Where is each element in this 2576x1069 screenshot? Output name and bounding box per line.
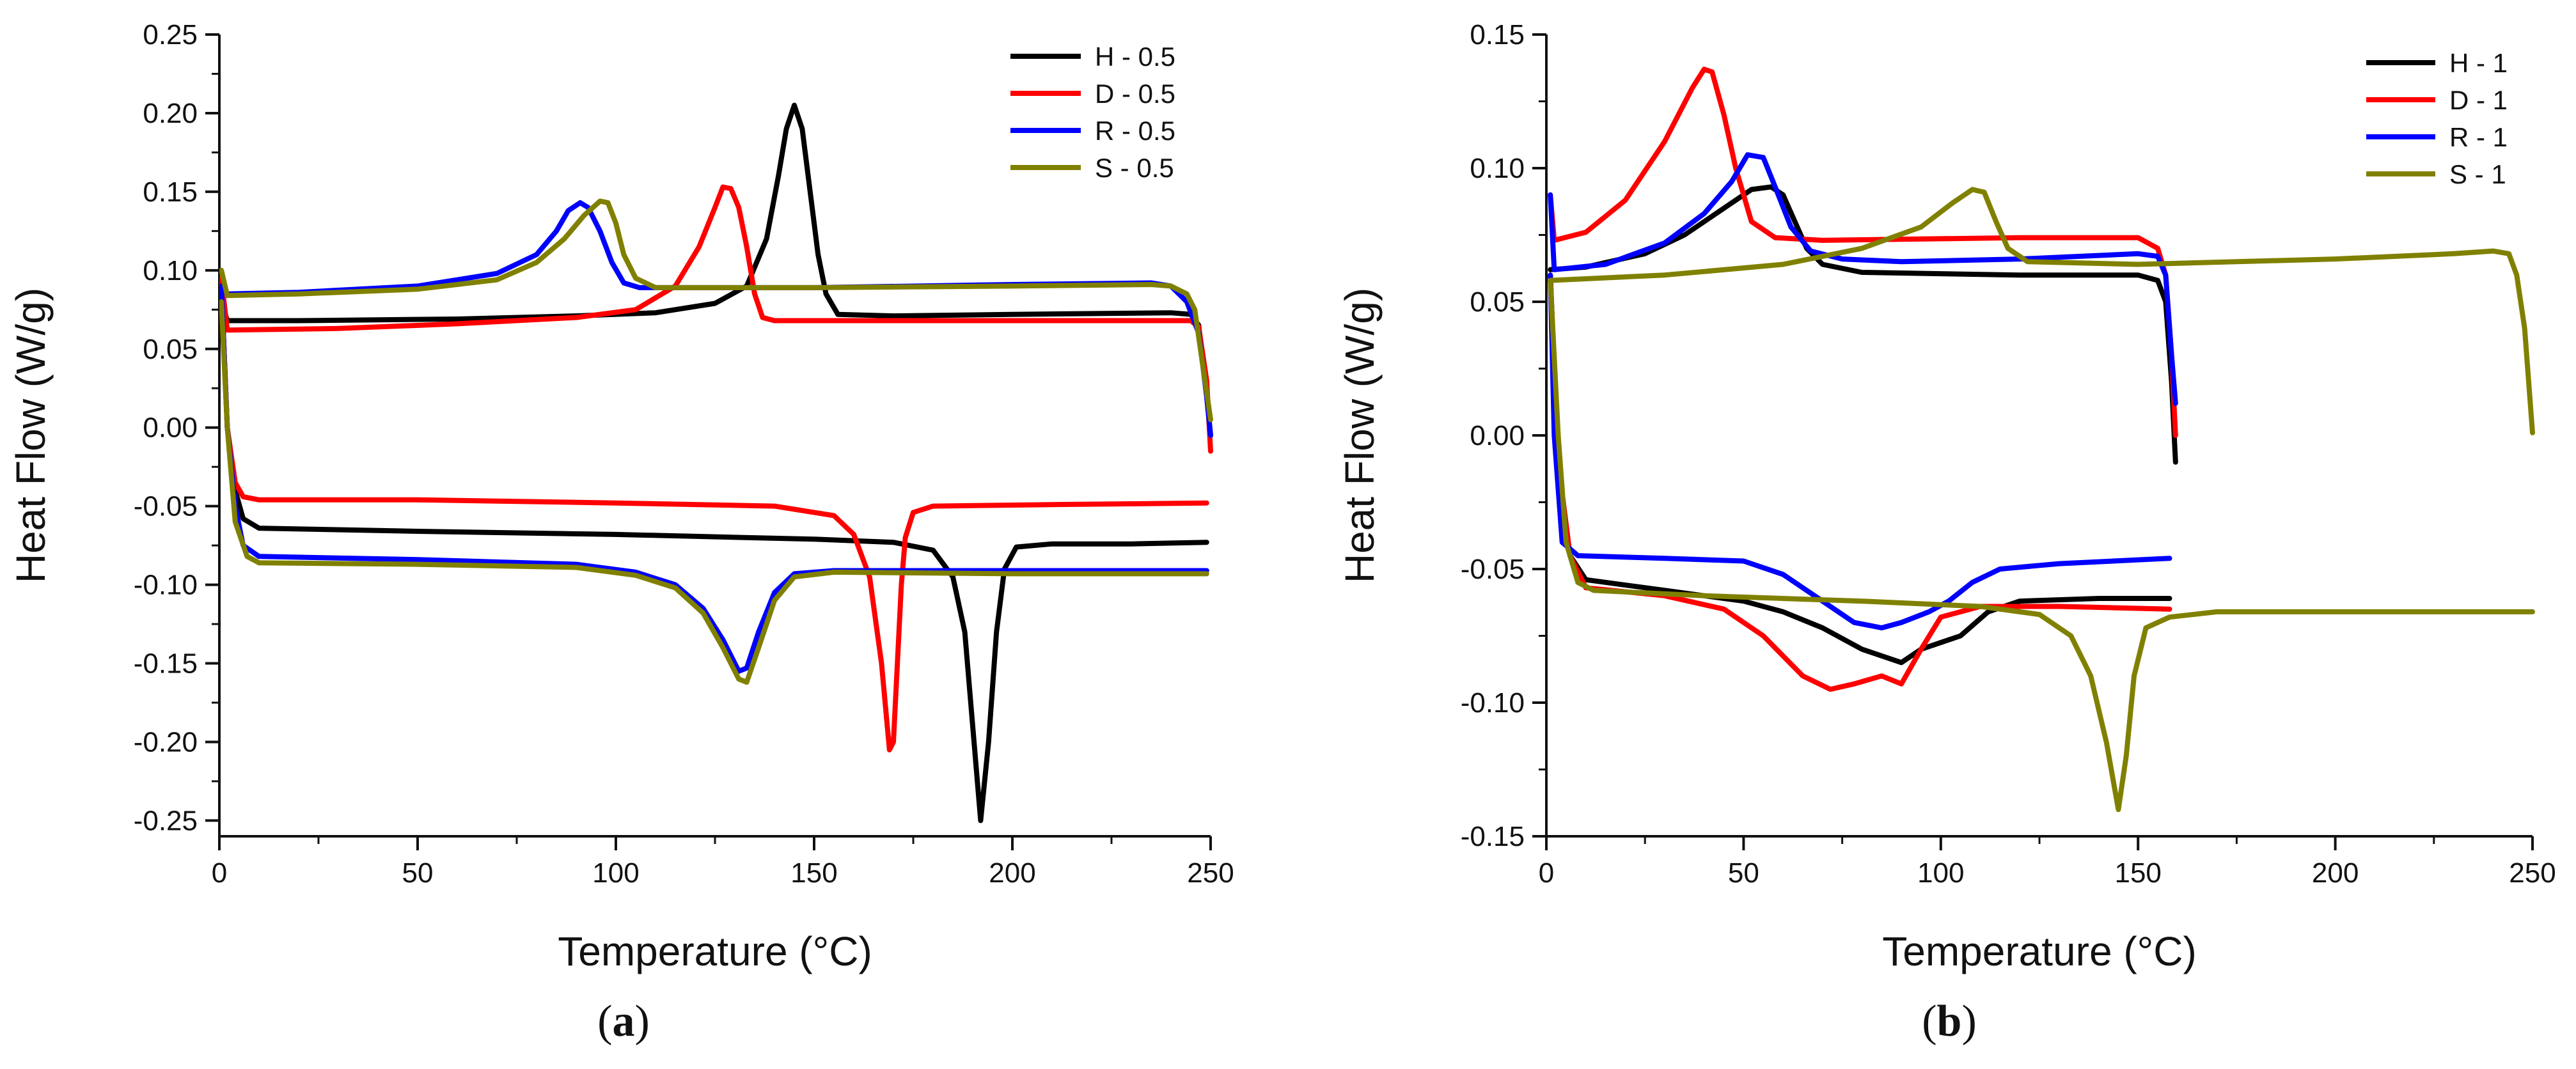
y-tick-label: 0.25 <box>143 19 198 51</box>
y-tick-label: 0.15 <box>143 176 198 208</box>
legend-label: R - 1 <box>2449 122 2508 152</box>
series-line-s-1-heating <box>1548 187 2535 435</box>
series-line-d-1-heating <box>1548 66 2178 438</box>
x-tick-label: 250 <box>2509 857 2556 889</box>
x-tick-label: 50 <box>402 857 434 889</box>
series-line-r-1-heating <box>1548 152 2178 406</box>
series-line-s-0.5-heating <box>219 198 1213 423</box>
y-tick-label: -0.10 <box>134 570 198 601</box>
legend-label: S - 1 <box>2449 159 2506 189</box>
series-line-h-0.5-cooling <box>219 283 1209 823</box>
plot-area <box>1548 66 2535 813</box>
series-line-h-0.5-heating <box>219 102 1213 438</box>
y-tick-label: 0.10 <box>1470 153 1525 184</box>
y-tick-label: -0.05 <box>1461 554 1525 585</box>
y-tick-label: 0.15 <box>1470 19 1525 51</box>
series-line-s-1-cooling <box>1548 277 2535 813</box>
y-axis-title: Heat Flow (W/g) <box>8 288 54 583</box>
y-tick-label: -0.15 <box>1461 821 1525 852</box>
y-tick-label: -0.15 <box>134 648 198 680</box>
x-tick-label: 0 <box>1539 857 1554 889</box>
y-tick-label: -0.10 <box>1461 687 1525 719</box>
y-tick-label: -0.05 <box>134 491 198 522</box>
legend-label: H - 0.5 <box>1095 42 1175 72</box>
series-line-d-0.5-heating <box>219 184 1213 454</box>
x-tick-label: 150 <box>2114 857 2161 889</box>
x-tick-label: 150 <box>790 857 837 889</box>
legend-label: R - 0.5 <box>1095 116 1175 146</box>
panel-label: (b) <box>1922 997 1977 1046</box>
panel-a-chart: 0 50 100 150 200 250 0.25 0.20 0.15 0.10 0.05 0.00 -… <box>8 19 1234 1046</box>
y-tick-label: 0.20 <box>143 98 198 129</box>
y-tick-label: 0.05 <box>1470 286 1525 318</box>
legend-label: S - 0.5 <box>1095 153 1174 183</box>
legend-label: D - 0.5 <box>1095 79 1175 109</box>
series-line-s-0.5-cooling <box>219 299 1209 685</box>
x-tick-label: 0 <box>212 857 227 889</box>
series-line-r-1-cooling <box>1548 272 2172 630</box>
y-axis-title: Heat Flow (W/g) <box>1337 288 1383 583</box>
panel-b-chart: 0 50 100 150 200 250 0.15 0.10 0.05 0.00 -0.05 -0.1… <box>1337 19 2556 1046</box>
x-tick-label: 200 <box>989 857 1035 889</box>
panel-label: (a) <box>597 997 650 1046</box>
legend: H - 0.5 D - 0.5 R - 0.5 S - 0.5 <box>1010 42 1175 183</box>
y-tick-label: 0.05 <box>143 334 198 365</box>
x-tick-label: 250 <box>1187 857 1234 889</box>
series-line-h-1-heating <box>1548 184 2178 465</box>
y-tick-label: 0.00 <box>1470 420 1525 451</box>
y-tick-label: 0.10 <box>143 255 198 286</box>
series-line-r-0.5-heating <box>219 200 1213 438</box>
x-tick-label: 200 <box>2312 857 2359 889</box>
legend: H - 1 D - 1 R - 1 S - 1 <box>2366 48 2508 189</box>
plot-area <box>219 102 1213 823</box>
series-line-d-1-cooling <box>1548 272 2172 692</box>
y-tick-label: -0.25 <box>134 805 198 836</box>
x-tick-label: 100 <box>592 857 639 889</box>
y-tick-label: 0.00 <box>143 412 198 444</box>
x-tick-label: 50 <box>1728 857 1759 889</box>
series-line-r-0.5-cooling <box>219 283 1209 674</box>
x-tick-label: 100 <box>1917 857 1964 889</box>
series-line-d-0.5-cooling <box>219 283 1209 753</box>
legend-label: D - 1 <box>2449 85 2508 115</box>
x-axis-title: Temperature (°C) <box>558 928 872 974</box>
legend-label: H - 1 <box>2449 48 2508 78</box>
y-tick-label: -0.20 <box>134 726 198 758</box>
x-axis-title: Temperature (°C) <box>1882 928 2197 974</box>
